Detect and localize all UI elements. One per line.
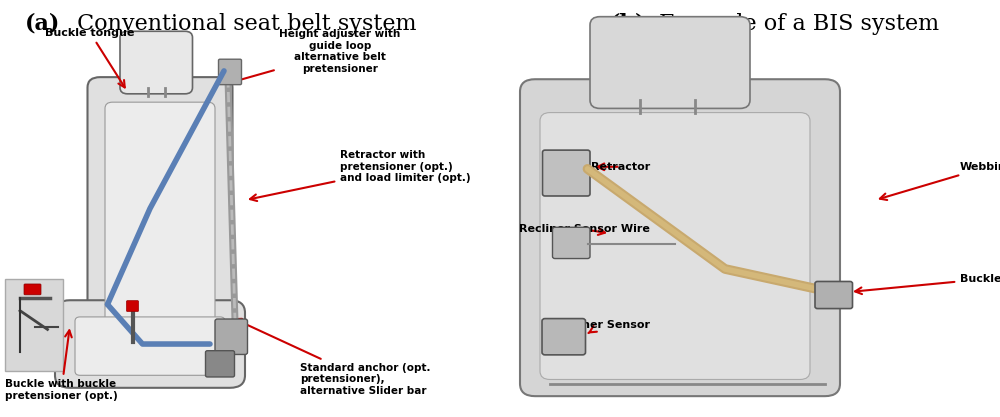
FancyBboxPatch shape	[88, 77, 232, 336]
Text: Webbing: Webbing	[880, 162, 1000, 200]
FancyBboxPatch shape	[540, 113, 810, 379]
Text: Buckle tongue: Buckle tongue	[45, 28, 135, 88]
Text: Buckle with buckle
pretensioner (opt.): Buckle with buckle pretensioner (opt.)	[5, 330, 118, 401]
FancyBboxPatch shape	[590, 17, 750, 108]
FancyBboxPatch shape	[55, 300, 245, 388]
FancyBboxPatch shape	[120, 31, 192, 94]
FancyBboxPatch shape	[520, 79, 840, 396]
Text: Retractor with
pretensioner (opt.)
and load limiter (opt.): Retractor with pretensioner (opt.) and l…	[250, 150, 471, 201]
FancyBboxPatch shape	[218, 59, 242, 85]
FancyBboxPatch shape	[75, 317, 225, 375]
FancyBboxPatch shape	[105, 102, 215, 323]
FancyBboxPatch shape	[815, 281, 852, 309]
Text: Conventional seat belt system: Conventional seat belt system	[70, 13, 416, 35]
Text: (a): (a)	[25, 13, 60, 35]
Text: Recliner Sensor Wire: Recliner Sensor Wire	[519, 224, 650, 235]
Text: Recliner Sensor: Recliner Sensor	[552, 320, 650, 333]
FancyBboxPatch shape	[215, 319, 248, 354]
Text: Standard anchor (opt.
pretensioner),
alternative Slider bar: Standard anchor (opt. pretensioner), alt…	[235, 319, 430, 396]
Text: Retractor: Retractor	[591, 162, 650, 172]
FancyBboxPatch shape	[542, 150, 590, 196]
Text: (b): (b)	[610, 13, 646, 35]
Text: Buckle: Buckle	[855, 274, 1000, 294]
FancyBboxPatch shape	[24, 284, 41, 295]
FancyBboxPatch shape	[206, 351, 234, 377]
Text: Example of a BIS system: Example of a BIS system	[652, 13, 940, 35]
FancyBboxPatch shape	[552, 227, 590, 259]
Text: Height adjuster with
guide loop
alternative belt
pretensioner: Height adjuster with guide loop alternat…	[232, 29, 401, 83]
FancyBboxPatch shape	[5, 279, 62, 371]
FancyBboxPatch shape	[542, 319, 586, 355]
FancyBboxPatch shape	[126, 301, 138, 311]
